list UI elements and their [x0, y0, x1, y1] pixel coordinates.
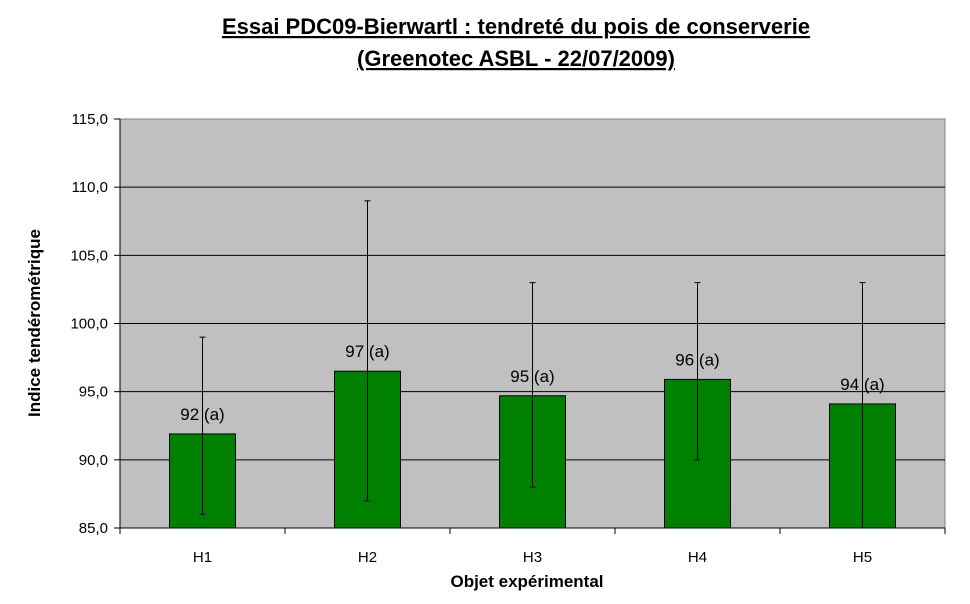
data-label: 97 (a): [345, 342, 389, 361]
chart-title-line-1: Essai PDC09-Bierwartl : tendreté du pois…: [222, 14, 810, 39]
chart-title-line-2: (Greenotec ASBL - 22/07/2009): [357, 46, 675, 71]
y-tick-label: 105,0: [70, 247, 108, 264]
data-label: 96 (a): [675, 350, 719, 369]
y-tick-label: 100,0: [70, 316, 108, 333]
y-ticks: 85,0 90,0 95,0 100,0 105,0 110,0 115,0: [70, 111, 120, 537]
y-tick-label: 85,0: [79, 520, 108, 537]
x-tick-label: H1: [193, 549, 212, 566]
data-label: 94 (a): [840, 375, 884, 394]
data-label: 95 (a): [510, 367, 554, 386]
x-ticks: H1 H2 H3 H4 H5: [119, 528, 946, 566]
x-tick-label: H2: [358, 549, 377, 566]
x-tick-label: H4: [688, 549, 707, 566]
y-tick-label: 95,0: [79, 384, 108, 401]
y-axis-title: Indice tendérométrique: [25, 229, 44, 417]
y-tick-label: 115,0: [72, 111, 108, 128]
x-tick-label: H3: [523, 549, 542, 566]
data-labels: 92 (a) 97 (a) 95 (a) 96 (a) 94 (a): [180, 342, 884, 424]
data-label: 92 (a): [180, 405, 224, 424]
y-tick-label: 110,0: [72, 179, 108, 196]
y-tick-label: 90,0: [79, 452, 108, 469]
x-tick-label: H5: [853, 549, 872, 566]
x-axis-title: Objet expérimental: [450, 572, 603, 591]
error-bars: [199, 200, 866, 529]
